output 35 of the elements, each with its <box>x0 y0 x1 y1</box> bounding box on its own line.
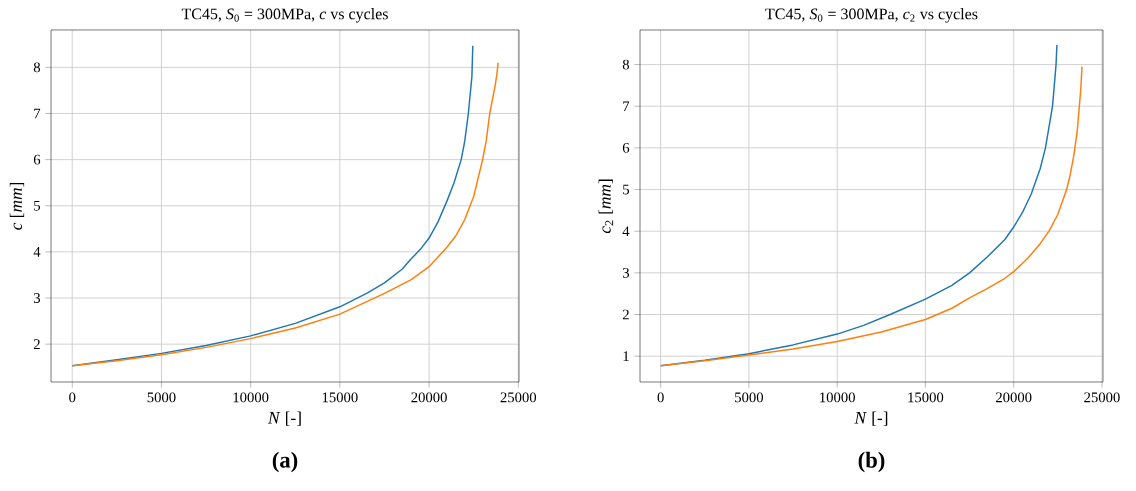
x-tick-label: 25000 <box>500 392 537 403</box>
x-tick-label: 0 <box>657 392 664 403</box>
chart-title: TC45, S$_{0}$ = 300MPa, c$_{2}$ vs cycles <box>765 8 978 23</box>
x-tick-label: 5000 <box>735 392 764 403</box>
y-tick-label: 7 <box>34 108 41 119</box>
y-tick-label: 5 <box>623 184 630 195</box>
y-tick-label: 2 <box>33 339 40 350</box>
y-tick-label: 2 <box>622 309 629 320</box>
y-tick-label: 5 <box>34 200 41 211</box>
y-tick-label: 4 <box>33 247 41 257</box>
x-tick-label: 15000 <box>322 392 358 403</box>
y-tick-label: 7 <box>623 101 630 112</box>
y-tick-label: 6 <box>33 154 41 165</box>
x-tick-label: 25000 <box>1084 392 1120 403</box>
y-axis-title: c$_{2}$ [mm] <box>598 179 614 234</box>
y-tick-label: 8 <box>33 62 41 73</box>
y-tick-label: 6 <box>622 142 630 153</box>
y-tick-label: 4 <box>622 226 630 237</box>
x-tick-label: 15000 <box>908 392 944 403</box>
x-axis-title: N [-] <box>854 411 888 426</box>
text: (b) <box>858 451 885 473</box>
x-tick-label: 5000 <box>147 392 176 403</box>
y-axis-title: c [mm] <box>9 182 25 230</box>
y-tick-label: 8 <box>622 59 630 70</box>
x-tick-label: 20000 <box>411 392 447 403</box>
x-tick-label: 10000 <box>233 392 269 403</box>
x-tick-label: 20000 <box>996 392 1032 403</box>
y-tick-label: 3 <box>33 293 41 303</box>
x-tick-label: 0 <box>69 392 76 403</box>
text: (a) <box>272 451 298 473</box>
y-tick-label: 3 <box>622 267 630 278</box>
chart-title: TC45, S$_{0}$ = 300MPa, c vs cycles <box>181 8 388 23</box>
y-tick-label: 1 <box>623 351 629 361</box>
x-axis-title: N [-] <box>267 411 301 426</box>
x-tick-label: 10000 <box>820 392 855 403</box>
